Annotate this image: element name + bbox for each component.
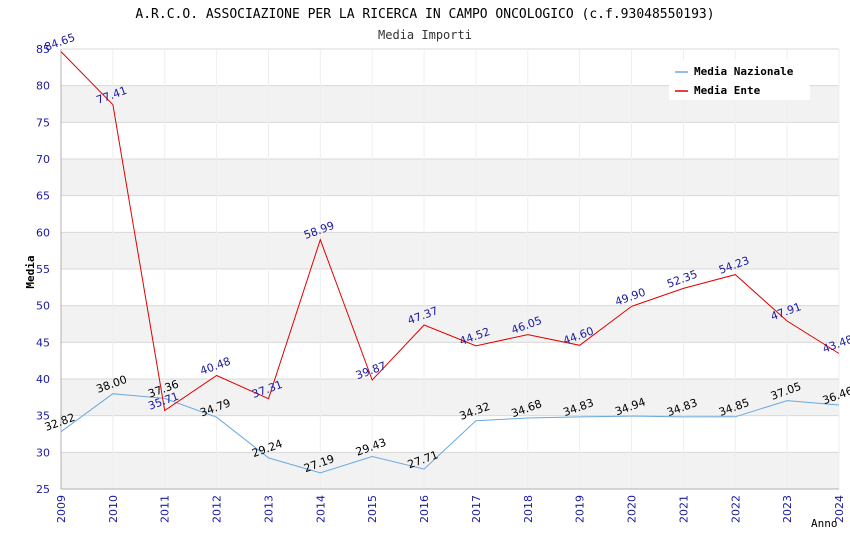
y-tick-label-75: 75: [36, 116, 50, 129]
x-tick-label-2014: 2014: [314, 495, 327, 523]
x-tick-label-2010: 2010: [107, 495, 120, 523]
axes: [60, 49, 839, 490]
y-tick-label-30: 30: [36, 446, 50, 459]
x-tick-label-2019: 2019: [574, 495, 587, 523]
data-label-media-ente-2009: 84.65: [43, 31, 77, 54]
y-tick-label-55: 55: [36, 263, 50, 276]
x-axis-label: Anno: [811, 517, 838, 530]
x-tick-label-2018: 2018: [522, 495, 535, 523]
data-label-media-ente-2012: 40.48: [198, 355, 232, 378]
y-tick-label-45: 45: [36, 336, 50, 349]
x-tick-label-2017: 2017: [470, 495, 483, 523]
x-tick-label-2022: 2022: [729, 495, 742, 523]
x-tick-label-2012: 2012: [211, 495, 224, 523]
y-axis-label: Media: [24, 255, 37, 288]
y-tick-label-35: 35: [36, 410, 50, 423]
plot-band-25: [61, 452, 839, 489]
legend-box: [669, 60, 810, 100]
y-tick-label-40: 40: [36, 373, 50, 386]
chart-title: A.R.C.O. ASSOCIAZIONE PER LA RICERCA IN …: [135, 7, 714, 22]
plot-band-55: [61, 232, 839, 269]
x-tick-label-2009: 2009: [55, 495, 68, 523]
x-tick-label-2023: 2023: [781, 495, 794, 523]
series-lines: [60, 51, 840, 474]
plot-band-35: [61, 379, 839, 416]
plot-background-bands: [61, 85, 839, 489]
x-tick-label-2011: 2011: [159, 495, 172, 523]
y-tick-label-80: 80: [36, 80, 50, 93]
series-line-media-nazionale: [60, 393, 840, 474]
y-tick-label-50: 50: [36, 300, 50, 313]
chart-subtitle: Media Importi: [378, 28, 472, 42]
legend-label-media-nazionale: Media Nazionale: [694, 65, 794, 78]
x-tick-label-2020: 2020: [626, 495, 639, 523]
x-tick-label-2013: 2013: [262, 495, 275, 523]
data-label-media-ente-2021: 52.35: [665, 268, 699, 291]
y-tick-label-25: 25: [36, 483, 50, 496]
y-tick-label-65: 65: [36, 190, 50, 203]
data-label-media-ente-2020: 49.90: [613, 286, 647, 309]
x-tick-label-2015: 2015: [366, 495, 379, 523]
y-tick-label-60: 60: [36, 226, 50, 239]
x-tick-label-2024: 2024: [833, 495, 846, 523]
x-tick-labels: 2009 2010 2011 2012 2013 2014 2015 2016 2017 2018…: [55, 495, 846, 523]
y-tick-label-85: 85: [36, 43, 50, 56]
x-tick-label-2021: 2021: [677, 495, 690, 523]
y-tick-label-70: 70: [36, 153, 50, 166]
x-tick-label-2016: 2016: [418, 495, 431, 523]
plot-band-65: [61, 159, 839, 196]
y-tick-labels: 25 30 35 40 45 50 55 60 65 70 75 80 85: [36, 43, 50, 496]
legend-label-media-ente: Media Ente: [694, 84, 761, 97]
series-line-media-ente: [60, 51, 840, 412]
legend: Media Nazionale Media Ente: [669, 60, 810, 100]
plot-band-45: [61, 305, 839, 343]
